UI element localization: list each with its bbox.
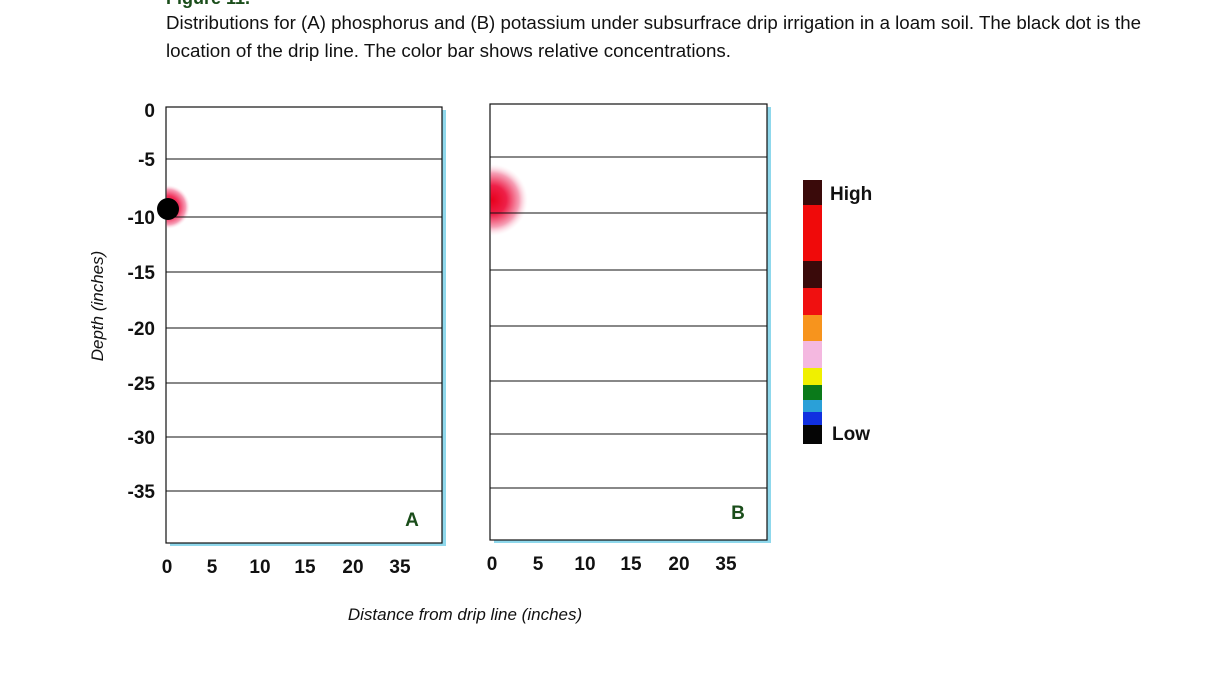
color-step <box>803 425 822 444</box>
x-tick-label: 5 <box>533 554 544 575</box>
color-bar <box>803 180 822 444</box>
color-step <box>803 315 822 341</box>
color-step <box>803 368 822 385</box>
caption-line: location of the drip line. The color bar… <box>166 41 731 61</box>
color-step <box>803 385 822 400</box>
x-tick-label: 0 <box>162 557 173 578</box>
color-step <box>803 341 822 368</box>
figure-title: Figure 11. <box>166 0 250 8</box>
drip-line-dot <box>157 198 179 220</box>
panel-label: A <box>405 510 419 531</box>
y-tick-label: -10 <box>128 208 155 229</box>
x-tick-label: 0 <box>487 554 498 575</box>
x-tick-label: 10 <box>574 554 595 575</box>
concentration-plume <box>490 160 531 242</box>
caption-line: Distributions for (A) phosphorus and (B)… <box>166 13 1141 33</box>
color-step <box>803 205 822 261</box>
panel-a <box>165 106 443 544</box>
color-bar-high: High <box>830 184 872 205</box>
x-tick-label: 35 <box>389 557 411 578</box>
grid <box>166 156 767 492</box>
panel-b <box>489 103 768 541</box>
color-step <box>803 400 822 412</box>
x-tick-label: 35 <box>715 554 737 575</box>
x-tick-label: 10 <box>249 557 270 578</box>
x-axis-label: Distance from drip line (inches) <box>348 605 582 624</box>
color-step <box>803 412 822 425</box>
y-tick-label: -30 <box>128 428 155 449</box>
color-step <box>803 180 822 205</box>
x-tick-label: 20 <box>342 557 363 578</box>
color-step <box>803 261 822 288</box>
y-axis-label: Depth (inches) <box>88 251 107 362</box>
color-bar-low: Low <box>832 424 870 445</box>
y-tick-label: -20 <box>128 319 155 340</box>
y-tick-label: -15 <box>128 263 156 284</box>
y-tick-label: -5 <box>138 150 155 171</box>
x-tick-label: 15 <box>294 557 316 578</box>
y-tick-label: -25 <box>128 374 156 395</box>
x-tick-label: 5 <box>207 557 218 578</box>
y-tick-label: -35 <box>128 482 156 503</box>
color-step <box>803 288 822 315</box>
y-tick-label: 0 <box>144 101 155 122</box>
panel-label: B <box>731 503 745 524</box>
x-tick-label: 15 <box>620 554 642 575</box>
x-tick-label: 20 <box>668 554 689 575</box>
